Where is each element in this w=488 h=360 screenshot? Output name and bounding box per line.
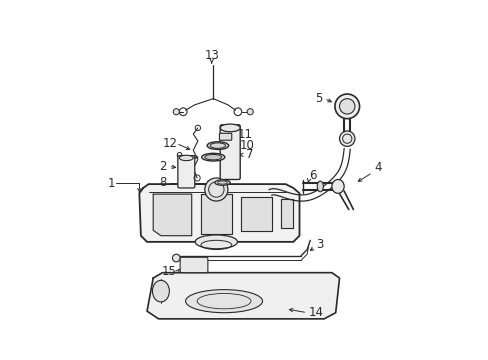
- Text: 11: 11: [238, 128, 252, 141]
- Text: 5: 5: [315, 92, 322, 105]
- Text: 7: 7: [245, 148, 253, 161]
- Polygon shape: [241, 197, 271, 231]
- FancyBboxPatch shape: [180, 257, 207, 273]
- Ellipse shape: [179, 155, 193, 161]
- Text: 3: 3: [316, 238, 323, 251]
- Ellipse shape: [152, 280, 169, 302]
- Polygon shape: [201, 194, 231, 234]
- Text: 9: 9: [175, 150, 183, 164]
- Text: 2: 2: [159, 160, 167, 173]
- Ellipse shape: [172, 254, 180, 262]
- FancyBboxPatch shape: [219, 133, 231, 140]
- Circle shape: [334, 94, 359, 119]
- Polygon shape: [281, 199, 293, 228]
- FancyBboxPatch shape: [178, 156, 194, 188]
- Polygon shape: [147, 273, 339, 319]
- Ellipse shape: [202, 153, 224, 161]
- Ellipse shape: [214, 180, 230, 185]
- Text: 12: 12: [162, 137, 177, 150]
- Ellipse shape: [195, 235, 237, 249]
- Text: 4: 4: [373, 161, 381, 175]
- Text: 13: 13: [204, 49, 219, 62]
- Text: 6: 6: [308, 169, 316, 182]
- Text: 8: 8: [160, 176, 167, 189]
- Text: 10: 10: [239, 139, 254, 152]
- Polygon shape: [139, 184, 299, 242]
- Ellipse shape: [207, 142, 228, 149]
- FancyBboxPatch shape: [220, 125, 240, 180]
- Ellipse shape: [317, 181, 323, 192]
- Text: 1: 1: [107, 177, 115, 190]
- Ellipse shape: [220, 124, 240, 132]
- Circle shape: [339, 131, 354, 147]
- Circle shape: [204, 178, 227, 201]
- Polygon shape: [153, 194, 191, 236]
- Text: 14: 14: [308, 306, 323, 319]
- Ellipse shape: [204, 154, 221, 160]
- Ellipse shape: [331, 180, 344, 193]
- Circle shape: [173, 109, 179, 115]
- Ellipse shape: [185, 289, 262, 313]
- Circle shape: [339, 99, 354, 114]
- Circle shape: [246, 109, 253, 115]
- Text: 15: 15: [161, 265, 176, 278]
